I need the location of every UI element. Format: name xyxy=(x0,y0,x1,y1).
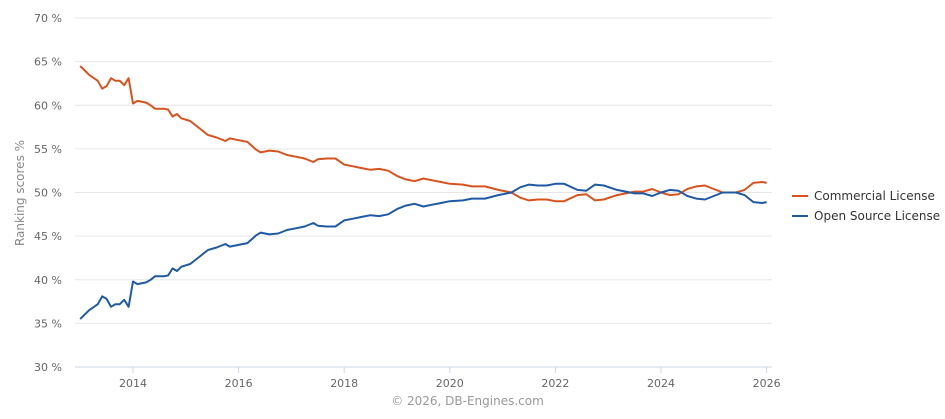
x-tick-label: 2026 xyxy=(753,377,781,390)
y-tick-label: 70 % xyxy=(34,12,62,25)
x-tick-label: 2024 xyxy=(647,377,675,390)
y-tick-label: 65 % xyxy=(34,56,62,69)
credit-text: © 2026, DB-Engines.com xyxy=(391,394,544,408)
legend-swatch-commercial xyxy=(792,195,808,197)
credit-link[interactable]: © 2026, DB-Engines.com xyxy=(0,394,945,408)
y-tick-label: 55 % xyxy=(34,143,62,156)
x-tick-label: 2022 xyxy=(541,377,569,390)
legend-swatch-open-source xyxy=(792,215,808,217)
y-tick-label: 45 % xyxy=(34,230,62,243)
x-tick-label: 2018 xyxy=(330,377,358,390)
y-tick-label: 40 % xyxy=(34,274,62,287)
legend: Commercial License Open Source License xyxy=(792,186,940,226)
legend-label: Open Source License xyxy=(814,209,941,223)
legend-item-open-source[interactable]: Open Source License xyxy=(792,206,940,226)
y-tick-label: 50 % xyxy=(34,187,62,200)
x-tick-label: 2014 xyxy=(119,377,147,390)
series-line-open-source[interactable] xyxy=(79,182,767,320)
y-tick-label: 35 % xyxy=(34,317,62,330)
y-tick-label: 60 % xyxy=(34,99,62,112)
legend-label: Commercial License xyxy=(814,189,935,203)
legend-item-commercial[interactable]: Commercial License xyxy=(792,186,940,206)
x-tick-label: 2020 xyxy=(436,377,464,390)
series-line-commercial[interactable] xyxy=(79,65,767,203)
x-tick-label: 2016 xyxy=(225,377,253,390)
y-axis-label: Ranking scores % xyxy=(13,140,27,246)
y-tick-label: 30 % xyxy=(34,361,62,374)
